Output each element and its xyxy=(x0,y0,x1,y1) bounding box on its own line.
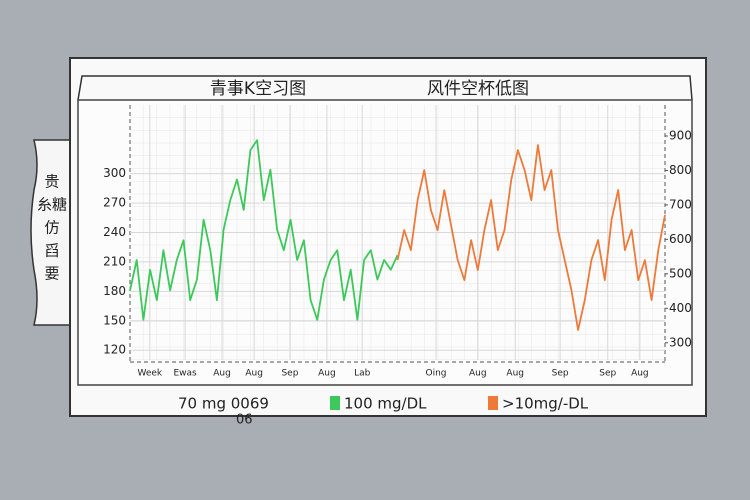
x-tick-label: Aug xyxy=(631,369,649,379)
x-tick-label: Sep xyxy=(599,369,616,379)
y-tick-label: 180 xyxy=(103,284,126,298)
legend-swatch xyxy=(488,396,498,410)
side-label: 要 xyxy=(44,265,59,283)
y-tick-label: 120 xyxy=(103,343,126,357)
y2-tick-label: 800 xyxy=(669,163,692,177)
x-tick-label: Lab xyxy=(354,369,371,379)
y2-tick-label: 400 xyxy=(669,301,692,315)
x-tick-label: Ewas xyxy=(173,369,197,379)
legend-note: 70 mg 0069 xyxy=(178,395,269,413)
x-tick-label: Aug xyxy=(245,369,263,379)
side-label: 舀 xyxy=(44,242,59,260)
y-tick-label: 270 xyxy=(103,196,126,210)
x-tick-label: Sep xyxy=(552,369,569,379)
series-line xyxy=(396,144,666,331)
x-tick-label: Sep xyxy=(281,369,298,379)
legend-label: 100 mg/DL xyxy=(344,395,427,413)
chart-title: 风件空杯低图 xyxy=(427,79,529,99)
chart-title: 青事K空习图 xyxy=(210,79,306,99)
x-tick-label: Aug xyxy=(506,369,524,379)
y-tick-label: 210 xyxy=(103,254,126,268)
y2-tick-label: 900 xyxy=(669,129,692,143)
x-tick-label: Aug xyxy=(469,369,487,379)
side-tab xyxy=(30,139,73,326)
y2-tick-label: 700 xyxy=(669,197,692,211)
header-frame xyxy=(77,75,693,101)
legend-label: >10mg/-DL xyxy=(502,395,589,413)
y-tick-label: 240 xyxy=(103,225,126,239)
y-tick-label: 150 xyxy=(103,313,126,327)
x-tick-label: Aug xyxy=(213,369,231,379)
y-tick-label: 300 xyxy=(103,166,126,180)
y2-tick-label: 300 xyxy=(669,335,692,349)
series-line xyxy=(129,139,399,321)
side-label: 糸糖 xyxy=(37,196,67,214)
y2-tick-label: 500 xyxy=(669,266,692,280)
legend-note: 06 xyxy=(236,413,253,428)
legend-swatch xyxy=(330,396,340,410)
x-tick-label: Aug xyxy=(318,369,336,379)
side-label: 贵 xyxy=(44,173,59,191)
x-tick-label: Week xyxy=(137,369,162,379)
x-tick-label: Oing xyxy=(426,369,447,379)
side-label: 仿 xyxy=(44,219,59,237)
y2-tick-label: 600 xyxy=(669,232,692,246)
